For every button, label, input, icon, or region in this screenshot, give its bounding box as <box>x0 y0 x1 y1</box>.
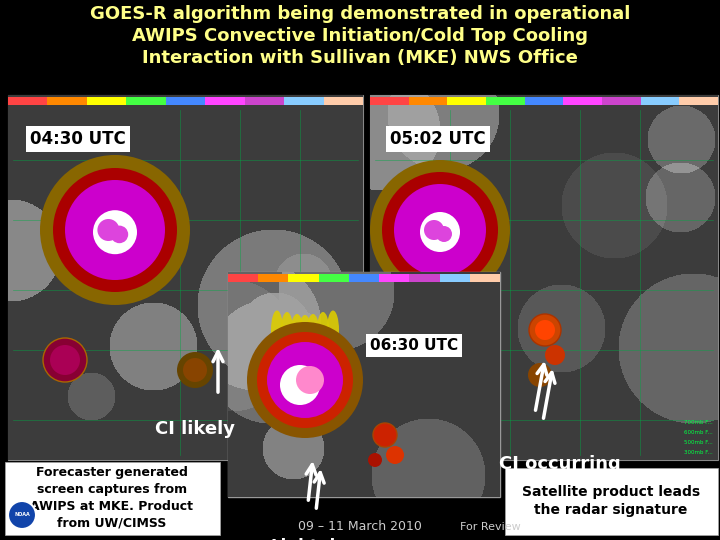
Text: Satellite product leads
the radar signature: Satellite product leads the radar signat… <box>522 485 700 517</box>
Bar <box>245 97 284 105</box>
Ellipse shape <box>271 310 283 349</box>
Bar <box>370 97 409 105</box>
Circle shape <box>528 363 552 387</box>
Circle shape <box>267 342 343 418</box>
Circle shape <box>296 366 324 394</box>
Bar <box>680 97 718 105</box>
Circle shape <box>111 226 128 243</box>
Text: 04:30 UTC: 04:30 UTC <box>30 130 126 148</box>
Bar <box>323 97 363 105</box>
Circle shape <box>8 501 36 529</box>
Text: 700mb F...: 700mb F... <box>684 420 713 425</box>
Bar <box>641 97 680 105</box>
Circle shape <box>53 168 177 292</box>
Text: Forecaster generated
screen captures from
AWIPS at MKE. Product
from UW/CIMSS: Forecaster generated screen captures fro… <box>30 466 194 530</box>
Circle shape <box>368 453 382 467</box>
Text: CI occurring: CI occurring <box>499 455 621 473</box>
Circle shape <box>386 446 404 464</box>
Ellipse shape <box>327 310 339 349</box>
Bar <box>284 97 323 105</box>
Ellipse shape <box>307 314 319 346</box>
Circle shape <box>382 172 498 288</box>
Ellipse shape <box>291 314 303 346</box>
Bar <box>8 95 363 460</box>
Circle shape <box>394 184 486 276</box>
Circle shape <box>40 155 190 305</box>
Bar <box>370 95 718 460</box>
Bar <box>486 97 525 105</box>
Text: For Review: For Review <box>460 522 521 532</box>
Text: 600mb F...: 600mb F... <box>684 430 713 435</box>
Bar <box>258 274 289 282</box>
Text: 500mb F...: 500mb F... <box>684 440 713 445</box>
Bar <box>5 462 220 535</box>
Circle shape <box>436 226 452 242</box>
Text: 09 – 11 March 2010: 09 – 11 March 2010 <box>298 521 422 534</box>
Circle shape <box>43 338 87 382</box>
Circle shape <box>373 423 397 447</box>
Bar <box>410 274 439 282</box>
Text: 06:30 UTC: 06:30 UTC <box>370 338 458 353</box>
Bar <box>563 97 602 105</box>
Bar <box>447 97 486 105</box>
Circle shape <box>65 180 165 280</box>
Text: Lightning: Lightning <box>271 538 359 540</box>
Text: CI likely: CI likely <box>155 420 235 438</box>
Bar <box>349 274 379 282</box>
Circle shape <box>93 210 137 254</box>
Circle shape <box>97 219 120 241</box>
Bar <box>469 274 500 282</box>
Bar <box>228 274 258 282</box>
Bar <box>525 97 563 105</box>
Circle shape <box>177 352 213 388</box>
Bar <box>126 97 166 105</box>
Circle shape <box>50 345 80 375</box>
Circle shape <box>529 314 561 346</box>
Circle shape <box>247 322 363 438</box>
Circle shape <box>280 365 320 405</box>
Bar <box>205 97 245 105</box>
Bar <box>602 97 641 105</box>
Bar <box>289 274 319 282</box>
Circle shape <box>535 320 555 340</box>
Bar <box>8 97 48 105</box>
Bar <box>439 274 469 282</box>
Bar <box>319 274 349 282</box>
Circle shape <box>545 345 565 365</box>
Text: NOAA: NOAA <box>14 512 30 517</box>
Ellipse shape <box>281 312 293 348</box>
Ellipse shape <box>317 312 329 348</box>
Bar <box>409 97 447 105</box>
Bar <box>228 272 500 497</box>
Circle shape <box>424 220 444 240</box>
Circle shape <box>370 160 510 300</box>
Bar <box>505 468 718 535</box>
Bar <box>379 274 410 282</box>
Bar <box>166 97 205 105</box>
Bar <box>48 97 87 105</box>
Text: 05:02 UTC: 05:02 UTC <box>390 130 485 148</box>
Circle shape <box>183 358 207 382</box>
Circle shape <box>420 212 460 252</box>
Text: 300mb F...: 300mb F... <box>684 450 713 455</box>
Circle shape <box>257 332 353 428</box>
Bar <box>87 97 126 105</box>
Ellipse shape <box>299 315 311 345</box>
Text: GOES-R algorithm being demonstrated in operational
AWIPS Convective Initiation/C: GOES-R algorithm being demonstrated in o… <box>90 5 630 68</box>
